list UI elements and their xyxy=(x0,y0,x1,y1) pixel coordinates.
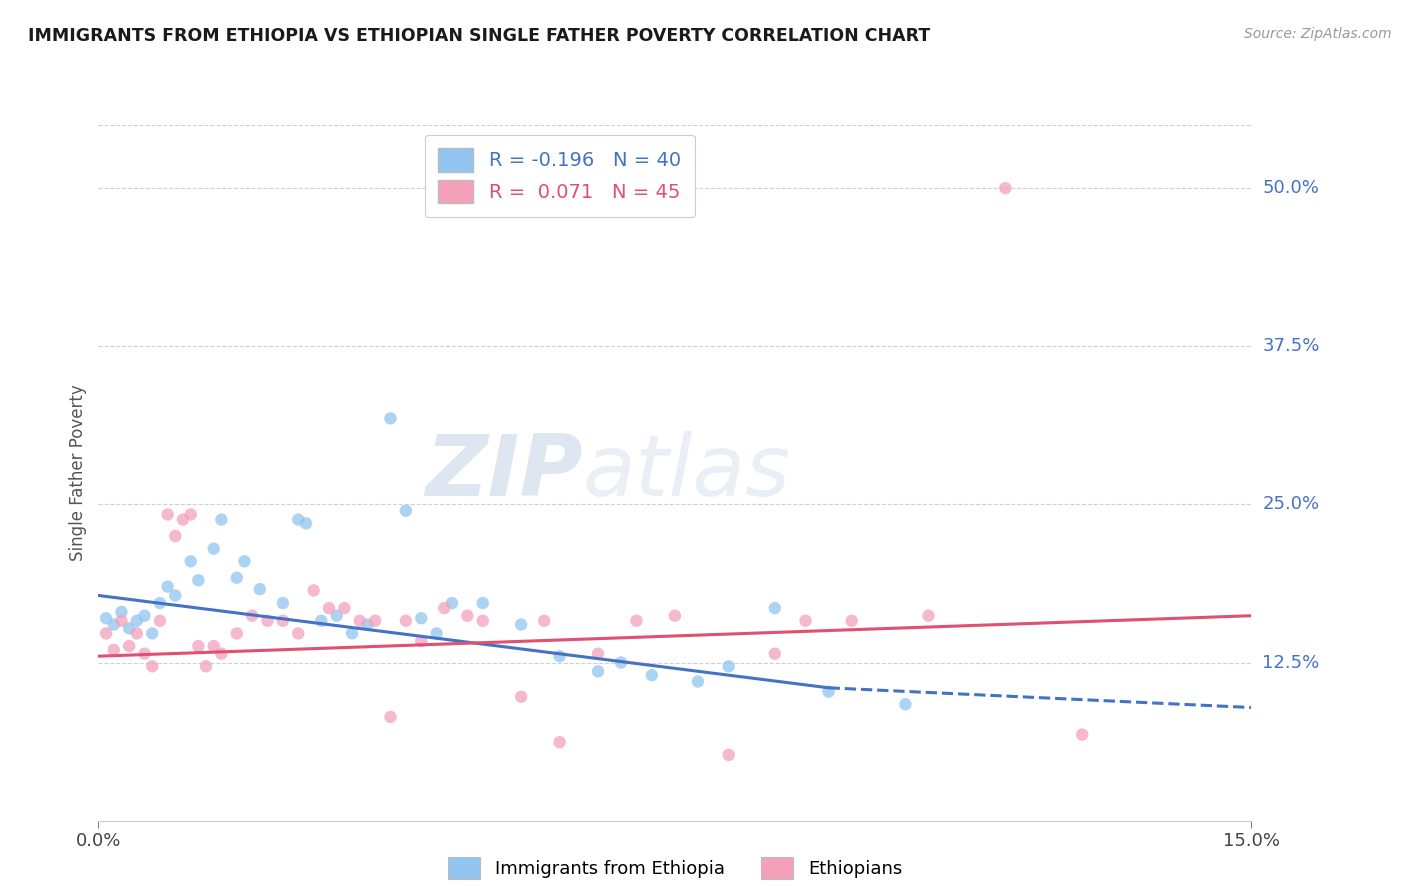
Point xyxy=(187,639,209,653)
Point xyxy=(240,608,263,623)
Point xyxy=(763,601,786,615)
Point xyxy=(118,639,141,653)
Point xyxy=(717,659,740,673)
Point xyxy=(110,614,132,628)
Point xyxy=(233,554,256,568)
Point xyxy=(118,621,141,635)
Text: atlas: atlas xyxy=(582,431,790,515)
Point xyxy=(533,614,555,628)
Point xyxy=(395,504,418,518)
Point xyxy=(103,617,125,632)
Point xyxy=(271,596,294,610)
Point xyxy=(134,608,156,623)
Point xyxy=(763,647,786,661)
Point xyxy=(172,512,194,526)
Point xyxy=(917,608,939,623)
Point xyxy=(426,626,449,640)
Point xyxy=(110,605,132,619)
Text: 25.0%: 25.0% xyxy=(1263,495,1320,514)
Point xyxy=(510,617,533,632)
Point xyxy=(349,614,371,628)
Point xyxy=(626,614,648,628)
Point xyxy=(302,583,325,598)
Point xyxy=(287,626,309,640)
Point xyxy=(287,512,309,526)
Point xyxy=(380,411,402,425)
Point xyxy=(364,614,387,628)
Point xyxy=(125,614,148,628)
Text: 12.5%: 12.5% xyxy=(1263,654,1320,672)
Point xyxy=(411,634,433,648)
Point xyxy=(717,747,740,762)
Point xyxy=(209,512,232,526)
Point xyxy=(125,626,148,640)
Point xyxy=(195,659,218,673)
Point xyxy=(141,659,163,673)
Y-axis label: Single Father Poverty: Single Father Poverty xyxy=(69,384,87,561)
Point xyxy=(103,643,125,657)
Point xyxy=(149,614,172,628)
Point xyxy=(187,574,209,588)
Text: Source: ZipAtlas.com: Source: ZipAtlas.com xyxy=(1244,27,1392,41)
Point xyxy=(471,596,494,610)
Point xyxy=(271,614,294,628)
Point xyxy=(149,596,172,610)
Point xyxy=(202,541,225,556)
Point xyxy=(841,614,863,628)
Point xyxy=(395,614,418,628)
Point xyxy=(156,580,179,594)
Point xyxy=(311,614,333,628)
Point xyxy=(686,674,709,689)
Point xyxy=(548,649,571,664)
Point xyxy=(1071,728,1094,742)
Legend: Immigrants from Ethiopia, Ethiopians: Immigrants from Ethiopia, Ethiopians xyxy=(439,848,911,888)
Point xyxy=(180,508,202,522)
Point xyxy=(510,690,533,704)
Point xyxy=(994,181,1017,195)
Point xyxy=(456,608,478,623)
Point xyxy=(165,589,187,603)
Point xyxy=(380,710,402,724)
Point xyxy=(411,611,433,625)
Point xyxy=(894,698,917,712)
Point xyxy=(325,608,347,623)
Point xyxy=(664,608,686,623)
Point xyxy=(141,626,163,640)
Point xyxy=(356,617,378,632)
Point xyxy=(202,639,225,653)
Point xyxy=(586,665,609,679)
Text: ZIP: ZIP xyxy=(425,431,582,515)
Point xyxy=(318,601,340,615)
Point xyxy=(156,508,179,522)
Point xyxy=(548,735,571,749)
Point xyxy=(333,601,356,615)
Text: 37.5%: 37.5% xyxy=(1263,337,1320,355)
Point xyxy=(794,614,817,628)
Text: 50.0%: 50.0% xyxy=(1263,179,1319,197)
Point xyxy=(256,614,278,628)
Point xyxy=(249,582,271,596)
Point xyxy=(94,611,117,625)
Point xyxy=(165,529,187,543)
Point xyxy=(817,684,839,698)
Point xyxy=(225,626,247,640)
Point xyxy=(610,656,633,670)
Point xyxy=(433,601,456,615)
Point xyxy=(340,626,363,640)
Point xyxy=(471,614,494,628)
Point xyxy=(134,647,156,661)
Point xyxy=(180,554,202,568)
Point xyxy=(94,626,117,640)
Point xyxy=(586,647,609,661)
Point xyxy=(295,516,318,531)
Point xyxy=(641,668,664,682)
Point xyxy=(209,647,232,661)
Point xyxy=(225,571,247,585)
Point xyxy=(440,596,463,610)
Text: IMMIGRANTS FROM ETHIOPIA VS ETHIOPIAN SINGLE FATHER POVERTY CORRELATION CHART: IMMIGRANTS FROM ETHIOPIA VS ETHIOPIAN SI… xyxy=(28,27,931,45)
